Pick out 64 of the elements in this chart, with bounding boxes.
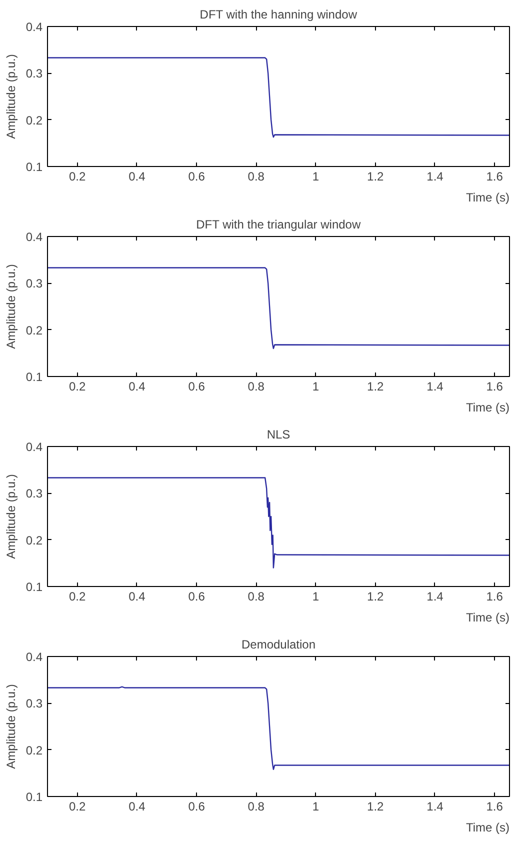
x-tick-label: 0.8	[248, 170, 265, 184]
x-axis-title: Time (s)	[466, 190, 510, 204]
x-tick-label: 1.2	[367, 170, 384, 184]
y-tick-label: 0.3	[26, 66, 43, 81]
x-axis-title: Time (s)	[466, 610, 510, 624]
y-tick-label: 0.1	[26, 580, 43, 594]
x-tick-label: 1	[312, 380, 320, 394]
x-tick-label: 1.4	[426, 590, 444, 604]
x-tick-label: 1.2	[367, 800, 384, 814]
y-tick-label: 0.4	[26, 440, 43, 454]
x-tick-label: 1	[312, 800, 320, 814]
x-tick-label: 1.4	[426, 380, 444, 394]
chart-title: DFT with the hanning window	[200, 8, 358, 22]
chart-title: DFT with the triangular window	[196, 218, 361, 232]
x-tick-label: 1.6	[486, 380, 504, 394]
x-tick-label: 1.6	[486, 170, 504, 184]
x-tick-label: 0.8	[248, 380, 265, 394]
x-tick-label: 0.2	[68, 380, 86, 394]
y-tick-label: 0.2	[26, 323, 43, 338]
y-tick-label: 0.4	[26, 230, 43, 244]
x-tick-label: 0.4	[128, 380, 146, 394]
x-axis-title: Time (s)	[466, 820, 510, 834]
x-tick-label: 1.6	[486, 590, 504, 604]
y-tick-label: 0.3	[26, 696, 43, 711]
x-tick-label: 0.6	[188, 380, 206, 394]
x-tick-label: 0.4	[128, 590, 146, 604]
y-axis-title: Amplitude (p.u.)	[4, 474, 18, 559]
x-tick-label: 0.4	[128, 800, 146, 814]
y-tick-label: 0.3	[26, 486, 43, 501]
x-tick-label: 1.4	[426, 170, 444, 184]
y-tick-label: 0.2	[26, 533, 43, 548]
y-tick-label: 0.3	[26, 276, 43, 291]
line-series	[48, 57, 510, 138]
x-tick-label: 1.2	[367, 590, 384, 604]
y-tick-label: 0.1	[26, 370, 43, 384]
x-tick-label: 0.8	[248, 590, 265, 604]
x-tick-label: 0.6	[188, 170, 206, 184]
chart-title: Demodulation	[241, 638, 316, 652]
line-series	[48, 686, 510, 770]
x-tick-label: 1.2	[367, 380, 384, 394]
y-tick-label: 0.2	[26, 743, 43, 758]
y-tick-label: 0.1	[26, 160, 43, 174]
x-tick-label: 0.2	[68, 170, 86, 184]
y-axis-title: Amplitude (p.u.)	[4, 684, 18, 769]
x-tick-label: 1.6	[486, 800, 504, 814]
y-tick-label: 0.4	[26, 20, 43, 34]
x-tick-label: 0.2	[68, 590, 86, 604]
x-tick-label: 0.6	[188, 800, 206, 814]
y-axis-title: Amplitude (p.u.)	[4, 264, 18, 349]
x-tick-label: 0.2	[68, 800, 86, 814]
y-tick-label: 0.4	[26, 650, 43, 664]
x-tick-label: 1	[312, 170, 320, 184]
x-tick-label: 0.6	[188, 590, 206, 604]
x-tick-label: 1.4	[426, 800, 444, 814]
y-tick-label: 0.1	[26, 790, 43, 804]
x-tick-label: 1	[312, 590, 320, 604]
line-series	[48, 477, 510, 568]
line-series	[48, 267, 510, 350]
y-tick-label: 0.2	[26, 113, 43, 128]
x-tick-label: 0.8	[248, 800, 265, 814]
chart-title: NLS	[266, 428, 290, 442]
x-axis-title: Time (s)	[466, 400, 510, 414]
x-tick-label: 0.4	[128, 170, 146, 184]
y-axis-title: Amplitude (p.u.)	[4, 54, 18, 139]
